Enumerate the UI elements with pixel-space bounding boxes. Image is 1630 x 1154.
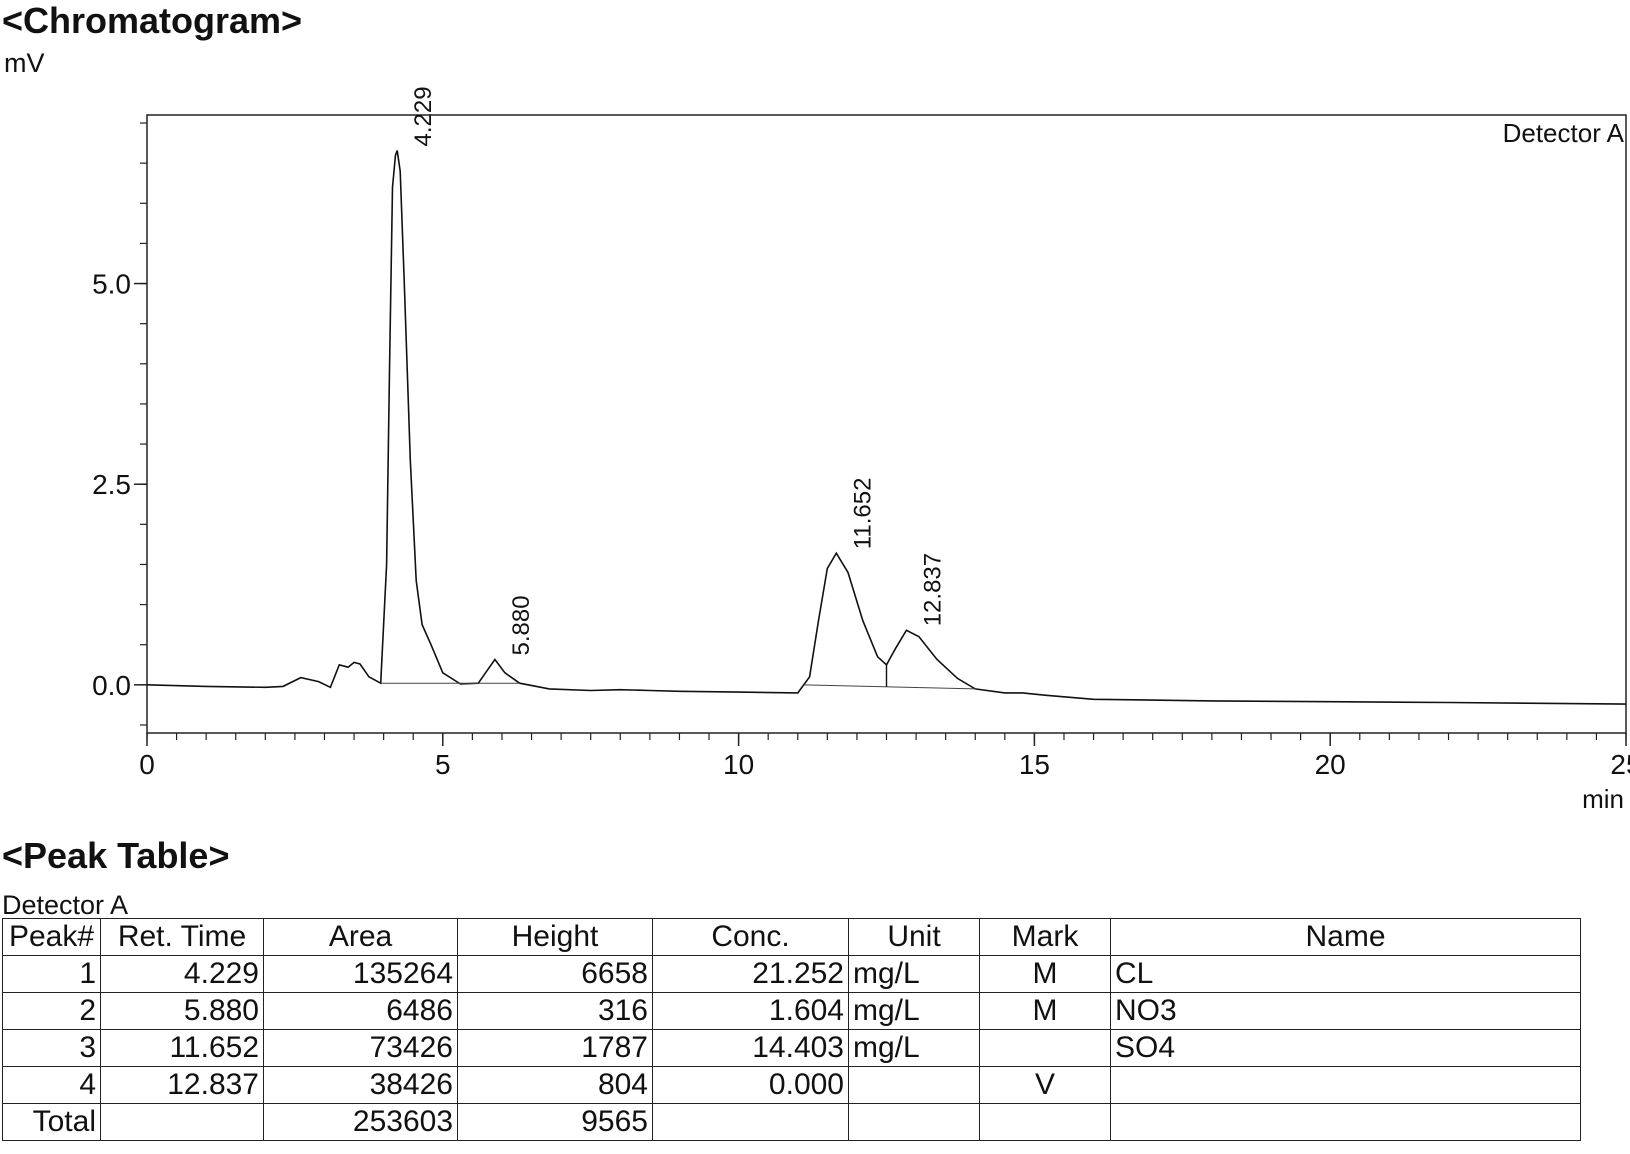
peak-label: 11.652 — [849, 478, 876, 550]
table-cell: 3 — [2, 1029, 101, 1067]
table-cell: 4.229 — [100, 955, 264, 993]
table-cell: V — [979, 1066, 1111, 1104]
table-cell: 38426 — [263, 1066, 458, 1104]
table-cell: 4 — [2, 1066, 101, 1104]
table-cell — [848, 1066, 980, 1104]
peak-table: Peak# Ret. Time Area Height Conc. Unit Mark Nam… — [2, 918, 1581, 1141]
table-cell: 12.837 — [100, 1066, 264, 1104]
x-axis-unit: min — [1582, 784, 1624, 814]
chromatogram-chart: 0 5 10 15 20 25 0.0 2.5 5.0 4.229 5.880 11.652 12.8… — [92, 86, 1630, 814]
table-cell: mg/L — [848, 1029, 980, 1067]
table-cell: mg/L — [848, 955, 980, 993]
peak-label: 4.229 — [410, 86, 437, 146]
table-cell — [979, 1103, 1111, 1141]
table-cell: 1787 — [457, 1029, 653, 1067]
peak-table-header-cell: Unit — [848, 918, 980, 956]
y-tick-label: 5.0 — [92, 269, 131, 300]
peak-table-header-cell: Name — [1110, 918, 1581, 956]
table-cell: 253603 — [263, 1103, 458, 1141]
table-cell: NO3 — [1110, 992, 1581, 1030]
table-row: 3 11.652 73426 1787 14.403 mg/L SO4 — [2, 1029, 1581, 1067]
table-cell: M — [979, 955, 1111, 993]
x-tick-label: 5 — [435, 749, 451, 780]
table-cell: mg/L — [848, 992, 980, 1030]
table-row: 2 5.880 6486 316 1.604 mg/L M NO3 — [2, 992, 1581, 1030]
peak-labels: 4.229 5.880 11.652 12.837 — [410, 86, 946, 655]
minor-ticks — [140, 122, 1627, 740]
table-cell — [100, 1103, 264, 1141]
table-cell — [1110, 1103, 1581, 1141]
peak-table-detector-label: Detector A — [2, 890, 129, 920]
table-cell: 73426 — [263, 1029, 458, 1067]
table-cell: 11.652 — [100, 1029, 264, 1067]
table-cell — [848, 1103, 980, 1141]
table-cell: 5.880 — [100, 992, 264, 1030]
baseline-segment — [803, 684, 976, 690]
peak-table-title: <Peak Table> — [2, 835, 230, 876]
table-cell: Total — [2, 1103, 101, 1141]
table-cell: 6658 — [457, 955, 653, 993]
table-cell — [1110, 1066, 1581, 1104]
table-cell: CL — [1110, 955, 1581, 993]
peak-table-header-cell: Ret. Time — [100, 918, 264, 956]
y-tick-label: 0.0 — [92, 670, 131, 701]
chromatogram-title: <Chromatogram> — [2, 0, 303, 41]
chromatogram-trace — [146, 150, 1627, 705]
table-cell: 135264 — [263, 955, 458, 993]
peak-table-header-cell: Area — [263, 918, 458, 956]
table-cell: 2 — [2, 992, 101, 1030]
table-cell: 1.604 — [652, 992, 849, 1030]
axis-ticks: 0 5 10 15 20 25 0.0 2.5 5.0 — [92, 269, 1630, 780]
table-cell: 1 — [2, 955, 101, 993]
table-cell: SO4 — [1110, 1029, 1581, 1067]
peak-table-header-cell: Mark — [979, 918, 1111, 956]
y-unit-label: mV — [4, 48, 45, 78]
table-cell — [979, 1029, 1111, 1067]
peak-table-header-row: Peak# Ret. Time Area Height Conc. Unit Mark Nam… — [2, 918, 1581, 956]
peak-table-header-cell: Peak# — [2, 918, 101, 956]
x-tick-label: 20 — [1315, 749, 1346, 780]
table-row: 4 12.837 38426 804 0.000 V — [2, 1066, 1581, 1104]
table-cell: 804 — [457, 1066, 653, 1104]
table-row: Total 253603 9565 — [2, 1103, 1581, 1141]
table-cell: 6486 — [263, 992, 458, 1030]
peak-label: 12.837 — [919, 553, 946, 626]
table-cell: 21.252 — [652, 955, 849, 993]
table-cell: 9565 — [457, 1103, 653, 1141]
table-cell: 316 — [457, 992, 653, 1030]
x-tick-label: 25 — [1610, 749, 1630, 780]
x-tick-label: 10 — [723, 749, 754, 780]
peak-table-header-cell: Conc. — [652, 918, 849, 956]
plot-frame — [146, 114, 1627, 734]
x-tick-label: 15 — [1019, 749, 1050, 780]
y-tick-label: 2.5 — [92, 469, 131, 500]
table-cell: 14.403 — [652, 1029, 849, 1067]
peak-table-header-cell: Height — [457, 918, 653, 956]
peak-label: 5.880 — [508, 595, 535, 655]
table-cell: 0.000 — [652, 1066, 849, 1104]
detector-label: Detector A — [1503, 118, 1625, 148]
integration-baselines — [380, 664, 976, 690]
x-tick-label: 0 — [139, 749, 155, 780]
table-row: 1 4.229 135264 6658 21.252 mg/L M CL — [2, 955, 1581, 993]
table-cell: M — [979, 992, 1111, 1030]
table-cell — [652, 1103, 849, 1141]
